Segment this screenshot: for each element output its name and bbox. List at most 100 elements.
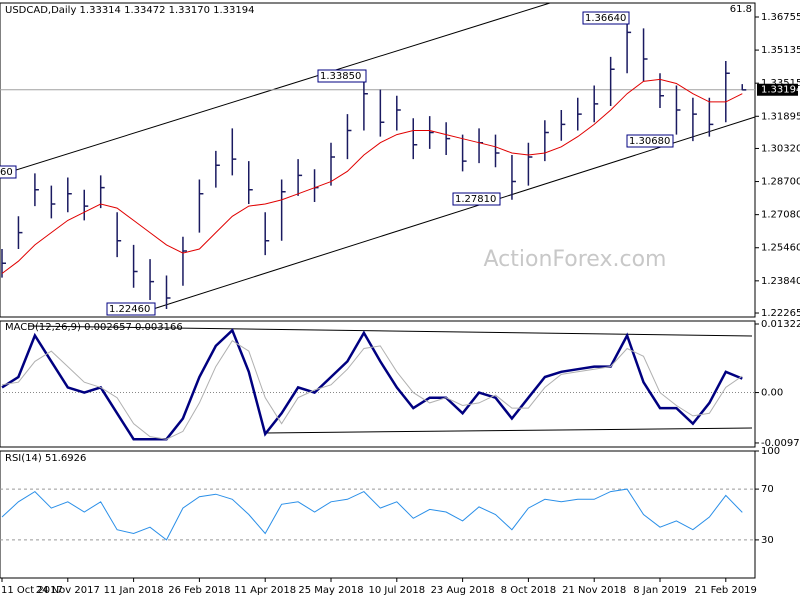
ohlc-bar: [725, 61, 730, 123]
rsi-title: RSI(14) 51.6926: [5, 453, 86, 464]
x-tick-label: 11 Oct 2017: [1, 585, 63, 596]
x-tick-label: 23 Aug 2018: [431, 585, 495, 596]
ohlc-bar: [379, 89, 385, 137]
chart-title: USDCAD,Daily 1.33314 1.33472 1.33170 1.3…: [5, 5, 255, 16]
x-tick-label: 25 May 2018: [298, 585, 363, 596]
rsi-line: [1, 488, 743, 541]
ohlc-bar: [248, 161, 253, 205]
last-price-label: 1.33194: [761, 85, 800, 96]
price-panel: [0, 2, 756, 318]
price-annotation-box: [452, 192, 501, 206]
ohlc-bar: [626, 19, 632, 74]
ohlc-bar: [215, 150, 220, 188]
ohlc-bar: [741, 84, 747, 91]
ohlc-bar: [264, 212, 270, 256]
ohlc-bar: [363, 76, 368, 131]
ohlc-bar: [461, 134, 467, 172]
ohlc-bar: [165, 275, 171, 310]
x-tick-label: 11 Jan 2018: [104, 585, 164, 596]
ohlc-bar: [330, 142, 335, 186]
channel-lower: [149, 116, 756, 311]
x-tick-label: 11 Apr 2018: [234, 585, 296, 596]
y-tick-label: 30: [761, 535, 774, 546]
ohlc-bar: [478, 128, 484, 164]
ohlc-bar: [346, 114, 352, 160]
y-tick-label: 0.013224: [761, 319, 800, 330]
price-annotation: 1.36640: [585, 13, 626, 24]
ohlc-bar: [412, 118, 418, 160]
ohlc-bar: [609, 56, 615, 106]
y-tick-label: 100: [761, 446, 780, 457]
x-tick-label: 21 Nov 2018: [562, 585, 626, 596]
y-tick-label: 1.27080: [761, 210, 800, 221]
x-tick-label: 24 Nov 2017: [36, 585, 100, 596]
ohlc-bar: [428, 116, 434, 149]
ohlc-bar: [297, 159, 303, 196]
macd-line: [1, 328, 743, 441]
fib-label: 61.8: [730, 4, 752, 15]
macd-trend-lower: [264, 427, 753, 434]
x-tick-label: 10 Jul 2018: [368, 585, 425, 596]
signal-line: [1, 340, 743, 440]
ohlc-bar: [445, 122, 451, 155]
ohlc-bar: [67, 177, 72, 213]
macd-panel: [0, 320, 756, 448]
ohlc-bar: [511, 154, 516, 200]
ohlc-bar: [280, 179, 286, 241]
y-tick-label: 1.23840: [761, 276, 800, 287]
y-tick-label: 1.35135: [761, 45, 800, 56]
price-annotation: 1.30680: [629, 136, 670, 147]
ohlc-bar: [396, 95, 401, 131]
ohlc-bar: [231, 128, 237, 176]
channel-upper: [0, 2, 551, 176]
y-tick-label: 0.00: [761, 388, 783, 399]
x-tick-label: 26 Feb 2018: [168, 585, 230, 596]
x-tick-label: 21 Feb 2019: [695, 585, 757, 596]
price-annotation-box: [317, 69, 367, 83]
ohlc-bar: [708, 97, 714, 137]
y-tick-label: 70: [761, 484, 774, 495]
ohlc-bar: [132, 244, 138, 288]
last-price-box: [757, 83, 798, 96]
ohlc-bar: [313, 169, 319, 202]
ohlc-bar: [99, 175, 105, 209]
ohlc-bar: [149, 259, 155, 301]
ohlc-bar: [527, 142, 533, 186]
y-tick-label: 1.31895: [761, 111, 800, 122]
price-annotation-box: [0, 165, 17, 179]
ohlc-bar: [1, 248, 6, 278]
price-annotation: 1.22460: [109, 304, 150, 315]
macd-title: MACD(12,26,9) 0.002657 0.003166: [5, 322, 183, 333]
ohlc-bar: [577, 97, 582, 131]
ohlc-bar: [83, 189, 89, 221]
y-tick-label: 1.30320: [761, 143, 800, 154]
price-annotation-box: [106, 302, 156, 316]
price-annotation: 1.33850: [320, 71, 361, 82]
macd-trend-upper: [27, 325, 753, 337]
ohlc-bar: [692, 97, 697, 142]
y-tick-label: -0.009721: [761, 438, 800, 449]
ohlc-bar: [182, 236, 187, 286]
ohlc-bar: [17, 216, 23, 249]
ohlc-bar: [659, 73, 664, 109]
y-tick-label: 1.25460: [761, 243, 800, 254]
y-tick-label: 1.36755: [761, 12, 800, 23]
ohlc-bar: [642, 28, 648, 82]
moving-average: [1, 78, 743, 274]
ohlc-bar: [593, 85, 599, 123]
ohlc-bar: [544, 120, 549, 162]
ohlc-bar: [116, 212, 122, 258]
ohlc-bar: [198, 179, 204, 233]
rsi-panel: [0, 450, 756, 579]
price-annotation-box: [626, 134, 674, 148]
x-tick-label: 8 Oct 2018: [501, 585, 556, 596]
watermark: ActionForex.com: [484, 247, 667, 272]
ohlc-bar: [34, 173, 39, 207]
y-tick-label: 1.28700: [761, 177, 800, 188]
ohlc-bar: [494, 134, 500, 168]
price-annotation: 1.27810: [455, 194, 496, 205]
price-annotation: 60: [0, 167, 13, 178]
y-tick-label: 1.22265: [761, 308, 800, 319]
y-tick-label: 1.33515: [761, 78, 800, 89]
